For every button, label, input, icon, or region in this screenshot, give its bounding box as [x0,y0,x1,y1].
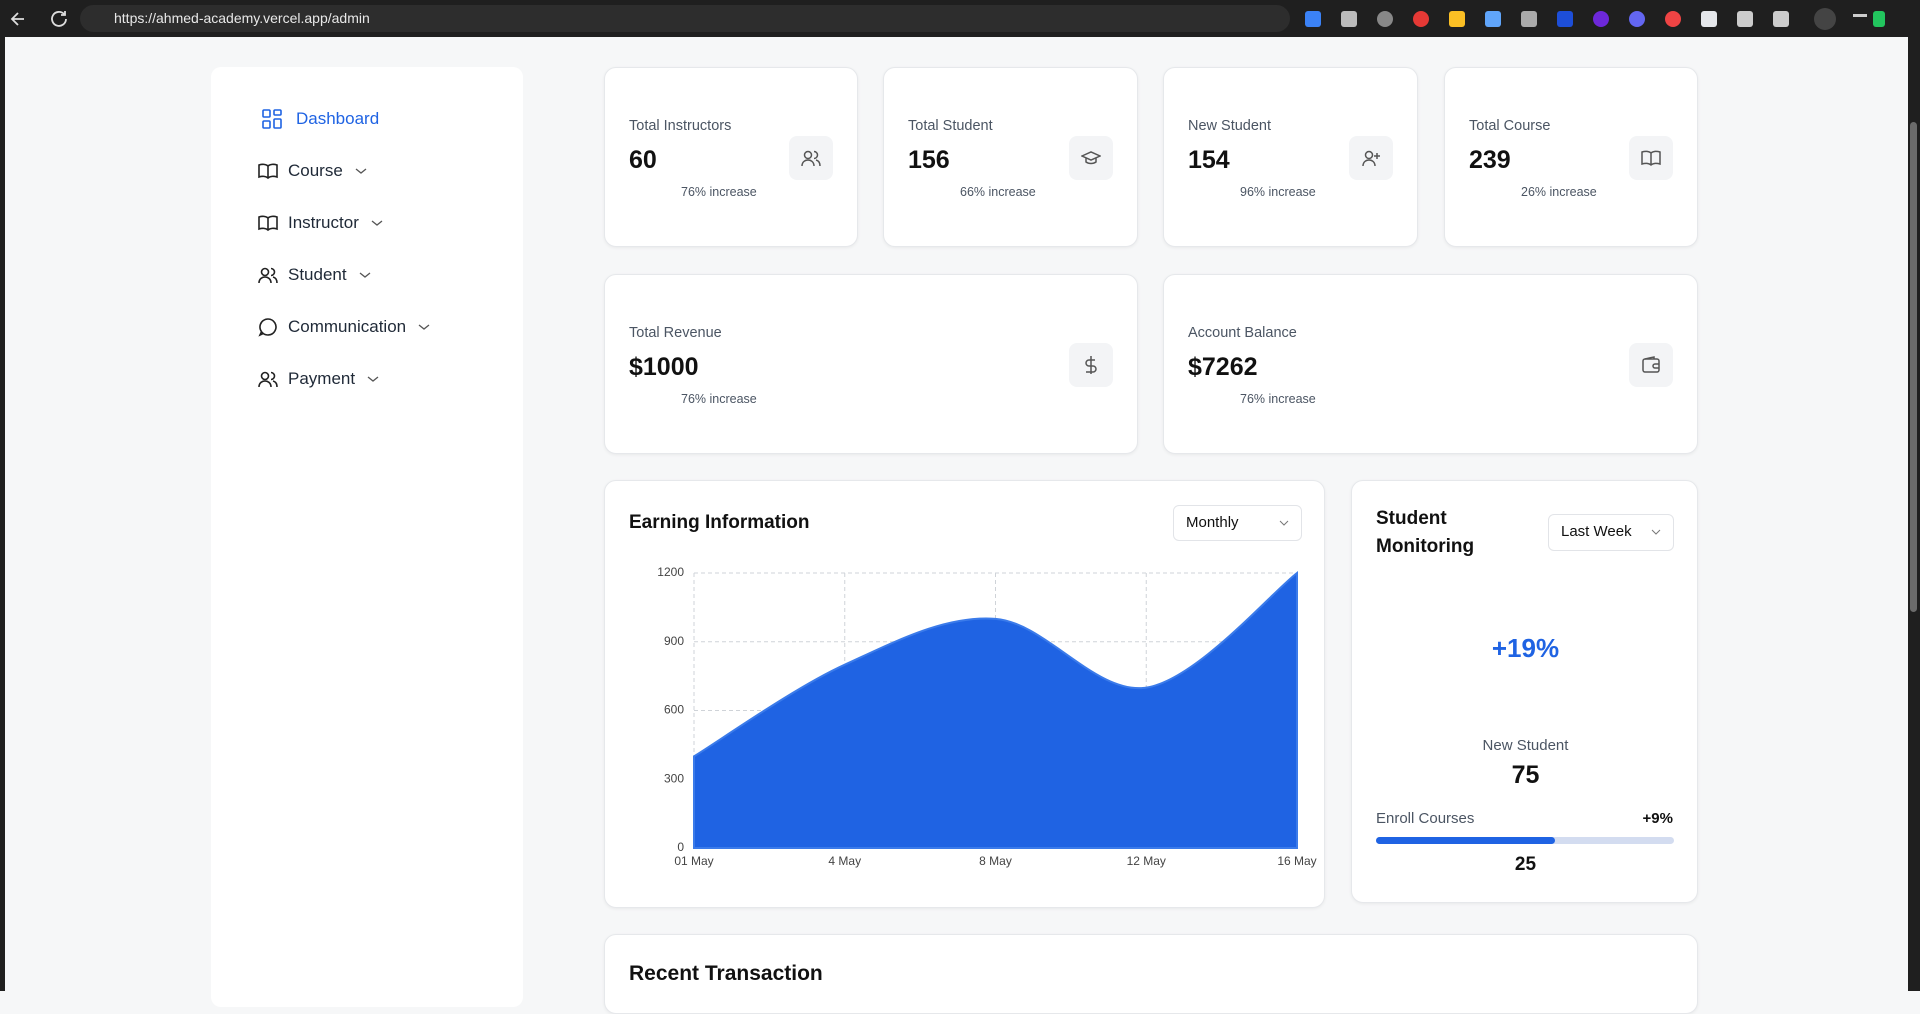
dropdown-value: Last Week [1561,523,1632,540]
stat-icon [1629,343,1673,387]
window-frame [0,37,5,991]
stat-note: 76% increase [1240,392,1316,406]
stat-note: 96% increase [1240,185,1316,199]
nav-item[interactable]: Student [258,260,371,290]
new-label: New Student [1482,737,1569,754]
dropdown-value: Monthly [1186,514,1239,531]
nav-icon [258,318,277,337]
nav-chevron [367,376,379,382]
nav-chevron [418,324,430,330]
scroll-thumb[interactable] [1910,122,1917,612]
nav-item[interactable]: Course [258,156,367,186]
stat-label: New Student [1188,118,1272,134]
chart: Earning Information 0 300 600 900 1200 01 May… [629,512,1317,868]
y-tick-label: 0 [677,840,684,854]
enroll-change: +9% [1642,810,1673,827]
stat-icon [1629,136,1673,180]
nav-chevron [355,168,367,174]
period-dropdown[interactable]: Last Week [1548,514,1674,551]
nav-icon [258,163,278,180]
stat-icon [1069,343,1113,387]
stat-icon [1349,136,1393,180]
nav-item[interactable]: Communication [258,312,430,342]
stat-note: 76% increase [681,392,757,406]
x-tick-label: 8 May [979,854,1012,868]
stat-label: Account Balance [1188,325,1297,341]
stat-card: New Student 154 96% increase [1163,67,1418,247]
new-value: 75 [1511,761,1540,789]
stat-label: Total Revenue [629,325,722,341]
nav-label: Dashboard [296,109,380,128]
progress-track [1376,837,1674,844]
nav-label: Course [288,161,343,180]
enroll-value: 25 [1514,854,1537,875]
stat-card: Total Course 239 26% increase [1444,67,1698,247]
stat-icon [789,136,833,180]
address-bar[interactable]: https://ahmed-academy.vercel.app/admin [80,5,1290,32]
stat-note: 66% increase [960,185,1036,199]
stat-note: 76% increase [681,185,757,199]
nav-icon [258,371,278,388]
stat-label: Total Course [1469,118,1551,134]
nav-chevron [359,272,371,278]
enroll-label: Enroll Courses [1376,810,1475,827]
chart-title: Earning Information [629,512,810,533]
stat-label: Total Instructors [629,118,732,134]
monitoring-card: Student Monitoring Last Week +19% New St… [1351,480,1698,903]
x-tick-label: 01 May [674,854,713,868]
transactions-title: Recent Transaction [629,962,823,985]
x-tick-label: 4 May [828,854,861,868]
sidebar: Dashboard Course Instructor Student Communic… [211,67,523,1007]
progress-fill [1376,837,1555,844]
nav-label: Payment [288,369,356,388]
period-dropdown[interactable]: Monthly [1173,505,1302,541]
monitoring-title: Student Monitoring [1376,508,1475,557]
stat-value: $7262 [1188,353,1258,381]
stat-card: Total Revenue $1000 76% increase [604,274,1138,454]
nav-label: Instructor [288,213,359,232]
y-tick-label: 1200 [657,565,684,579]
area [693,570,1298,849]
earning-card: Earning Information 0 300 600 900 1200 01 May… [604,480,1325,908]
stat-note: 26% increase [1521,185,1597,199]
nav-item[interactable]: Payment [258,364,379,394]
stat-icon [1069,136,1113,180]
x-tick-label: 16 May [1277,854,1316,868]
nav-item[interactable]: Instructor [258,208,383,238]
nav-label: Communication [288,317,407,336]
nav-label: Student [288,265,347,284]
stat-value: 239 [1469,146,1511,174]
stat-value: 60 [629,146,657,174]
transactions-card: Recent Transaction [604,934,1698,1014]
y-tick-label: 900 [664,634,684,648]
stat-label: Total Student [908,118,993,134]
browser-toolbar: https://ahmed-academy.vercel.app/admin [0,0,1920,37]
extensions [1305,8,1885,30]
stat-value: 154 [1188,146,1230,174]
nav-icon [262,109,282,129]
y-tick-label: 300 [664,771,684,785]
stat-card: Total Instructors 60 76% increase [604,67,858,247]
stat-card: Account Balance $7262 76% increase [1163,274,1698,454]
nav-icon [258,267,278,284]
stat-value: 156 [908,146,950,174]
nav-icon [258,215,278,232]
nav-item[interactable]: Dashboard [262,104,379,134]
x-tick-label: 12 May [1127,854,1166,868]
y-tick-label: 600 [664,703,684,717]
stat-card: Total Student 156 66% increase [883,67,1138,247]
change: +19% [1491,633,1560,663]
stat-value: $1000 [629,353,699,381]
nav-chevron [371,220,383,226]
nav-buttons[interactable] [10,9,70,29]
